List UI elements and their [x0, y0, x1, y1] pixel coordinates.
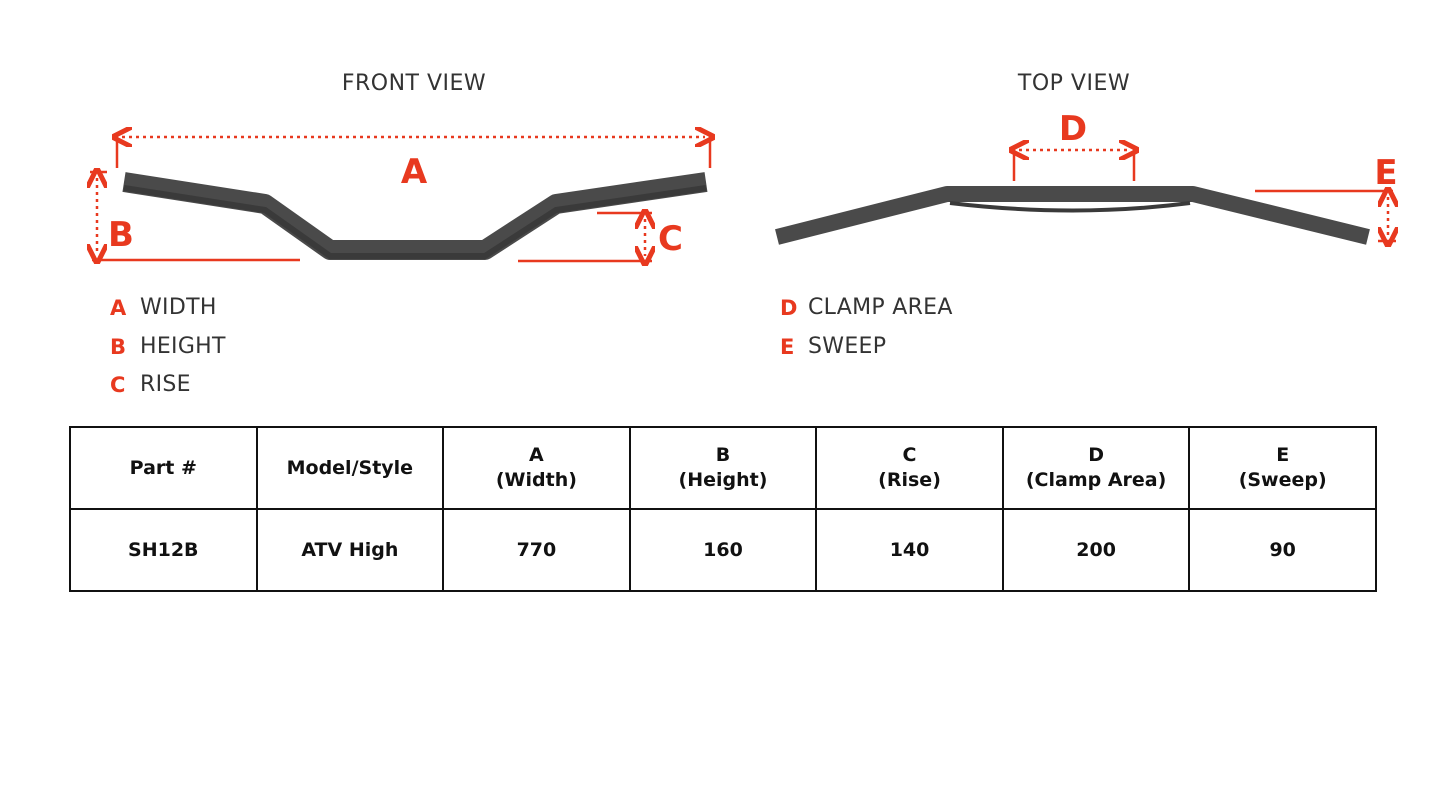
legend-letter: B: [110, 335, 127, 359]
header-cell: D (Clamp Area): [1001, 426, 1191, 510]
table-header-row: Part # Model/Style A (Width) B (Height) C(…: [69, 426, 1377, 510]
legend-text: SWEEP: [808, 334, 887, 359]
legend-text: CLAMP AREA: [808, 295, 953, 320]
label-b: B: [108, 215, 134, 255]
legend-letter: C: [110, 373, 126, 397]
cell-part: SH12B: [69, 508, 258, 592]
handlebar-diagram: FRONT VIEW TOP VIEW A B C D E: [0, 71, 1445, 420]
cell-width: 770: [442, 508, 631, 592]
label-d: D: [1059, 109, 1087, 149]
cell-model: ATV High: [255, 508, 445, 592]
table-row: SH12B ATV High 770 160 140 200 90: [69, 508, 1377, 592]
header-cell: C (Rise): [815, 426, 1004, 510]
legend-text: HEIGHT: [140, 334, 226, 359]
header-cell: E (Sweep): [1188, 426, 1377, 510]
front-view-bar: [122, 172, 708, 260]
top-dimensions: [1014, 146, 1396, 241]
front-dimensions: [90, 135, 710, 261]
spec-table: Part # Model/Style A (Width) B (Height) C(…: [69, 426, 1377, 592]
label-c: C: [658, 219, 683, 259]
top-view-bar: [775, 186, 1370, 245]
top-view-title: TOP VIEW: [1017, 71, 1130, 96]
label-a: A: [401, 152, 428, 192]
header-cell: Part #: [69, 426, 258, 510]
legend-letter: A: [110, 296, 127, 320]
legend-text: RISE: [140, 372, 191, 397]
cell-clamp: 200: [1001, 508, 1191, 592]
legend-letter: D: [780, 296, 798, 320]
front-view-title: FRONT VIEW: [342, 71, 486, 96]
cell-height: 160: [628, 508, 818, 592]
header-cell: B (Height): [628, 426, 818, 510]
legend-letter: E: [780, 335, 795, 359]
header-cell: Model/Style: [255, 426, 445, 510]
label-e: E: [1374, 153, 1397, 193]
cell-sweep: 90: [1188, 508, 1377, 592]
legend-text: WIDTH: [140, 295, 217, 320]
header-cell: A (Width): [442, 426, 631, 510]
cell-rise: 140: [815, 508, 1004, 592]
